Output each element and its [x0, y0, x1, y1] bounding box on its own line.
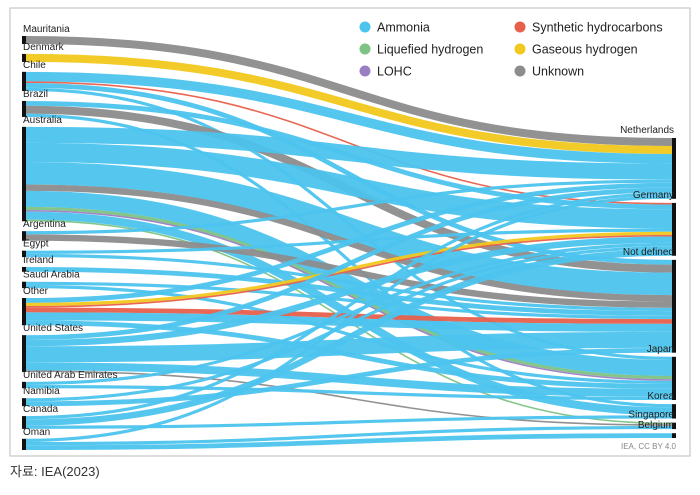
- flow: [25, 36, 673, 146]
- nodes: Mauritania Denmark Chile Brazil Australia Arg…: [22, 24, 676, 450]
- target-label: Not defined: [623, 247, 674, 258]
- flow: [25, 210, 673, 381]
- source-label: Argentina: [23, 219, 66, 230]
- flow: [25, 347, 673, 407]
- source-label: Other: [23, 286, 49, 297]
- target-label: Singapore: [628, 410, 674, 421]
- source-node: [22, 416, 26, 429]
- source-node: [22, 298, 26, 326]
- source-label: Denmark: [23, 42, 65, 53]
- source-label: Saudi Arabia: [23, 270, 80, 281]
- target-label: Belgium: [638, 420, 674, 431]
- legend-label: Ammonia: [377, 21, 430, 35]
- flow: [25, 71, 673, 164]
- legend-swatch: [359, 43, 371, 55]
- source-label: Australia: [23, 115, 62, 126]
- source-label: Oman: [23, 427, 50, 438]
- target-node: [672, 433, 676, 438]
- flow: [25, 53, 673, 154]
- legend-swatch: [514, 43, 526, 55]
- legend-swatch: [359, 65, 371, 77]
- source-note: IEA, CC BY 4.0: [621, 442, 677, 451]
- flow: [25, 192, 673, 420]
- flow: [25, 182, 673, 303]
- source-label: United States: [23, 323, 83, 334]
- target-node: [672, 138, 676, 199]
- legend-label: Synthetic hydrocarbons: [532, 21, 663, 35]
- flow: [25, 362, 673, 397]
- source-label: Egypt: [23, 239, 49, 250]
- flow: [25, 370, 673, 426]
- flow: [25, 385, 673, 400]
- source-node: [22, 231, 26, 241]
- source-label: United Arab Emirates: [23, 370, 118, 381]
- legend-label: Unknown: [532, 65, 584, 79]
- flow: [25, 187, 673, 340]
- legend: Ammonia Liquefied hydrogen LOHC Synthetic h…: [359, 21, 663, 79]
- legend-label: Liquefied hydrogen: [377, 43, 483, 57]
- source-label: Brazil: [23, 89, 48, 100]
- source-node: [22, 438, 26, 450]
- source-node: [22, 53, 26, 62]
- legend-swatch: [514, 21, 526, 33]
- target-label: Korea: [647, 391, 674, 402]
- target-label: Netherlands: [620, 125, 674, 136]
- target-label: Japan: [647, 344, 674, 355]
- source-node: [22, 250, 26, 258]
- source-node: [22, 335, 26, 372]
- target-label: Germany: [633, 190, 674, 201]
- flow: [25, 246, 673, 402]
- source-label: Ireland: [23, 255, 54, 266]
- legend-swatch: [514, 65, 526, 77]
- legend-label: LOHC: [377, 65, 412, 79]
- source-label: Namibia: [23, 386, 60, 397]
- source-node: [22, 36, 26, 44]
- target-node: [672, 422, 676, 430]
- source-label: Mauritania: [23, 24, 70, 35]
- flow: [25, 307, 673, 324]
- source-node: [22, 126, 26, 222]
- source-node: [22, 71, 26, 92]
- source-node: [22, 381, 26, 389]
- legend-label: Gaseous hydrogen: [532, 43, 638, 57]
- flow: [25, 425, 673, 446]
- source-node: [22, 267, 26, 272]
- links: [25, 36, 673, 450]
- flow: [25, 142, 673, 229]
- source-node: [22, 100, 26, 117]
- flow: [25, 281, 673, 320]
- flow: [25, 236, 673, 347]
- flow: [25, 231, 673, 307]
- flow: [25, 234, 673, 308]
- flow: [25, 162, 673, 296]
- flow: [25, 242, 673, 386]
- flow: [25, 179, 673, 235]
- flow: [25, 433, 673, 450]
- flow: [25, 195, 673, 442]
- flow: [25, 331, 673, 363]
- flow: [25, 126, 673, 180]
- target-node: [672, 404, 676, 419]
- flow: [25, 253, 673, 312]
- caption: 자료: IEA(2023): [10, 464, 100, 479]
- legend-swatch: [359, 21, 371, 33]
- target-node: [672, 202, 676, 256]
- source-label: Chile: [23, 60, 46, 71]
- source-label: Canada: [23, 404, 58, 415]
- target-node: [672, 259, 676, 353]
- source-node: [22, 281, 26, 289]
- flow: [25, 249, 673, 426]
- target-node: [672, 356, 676, 400]
- source-node: [22, 398, 26, 407]
